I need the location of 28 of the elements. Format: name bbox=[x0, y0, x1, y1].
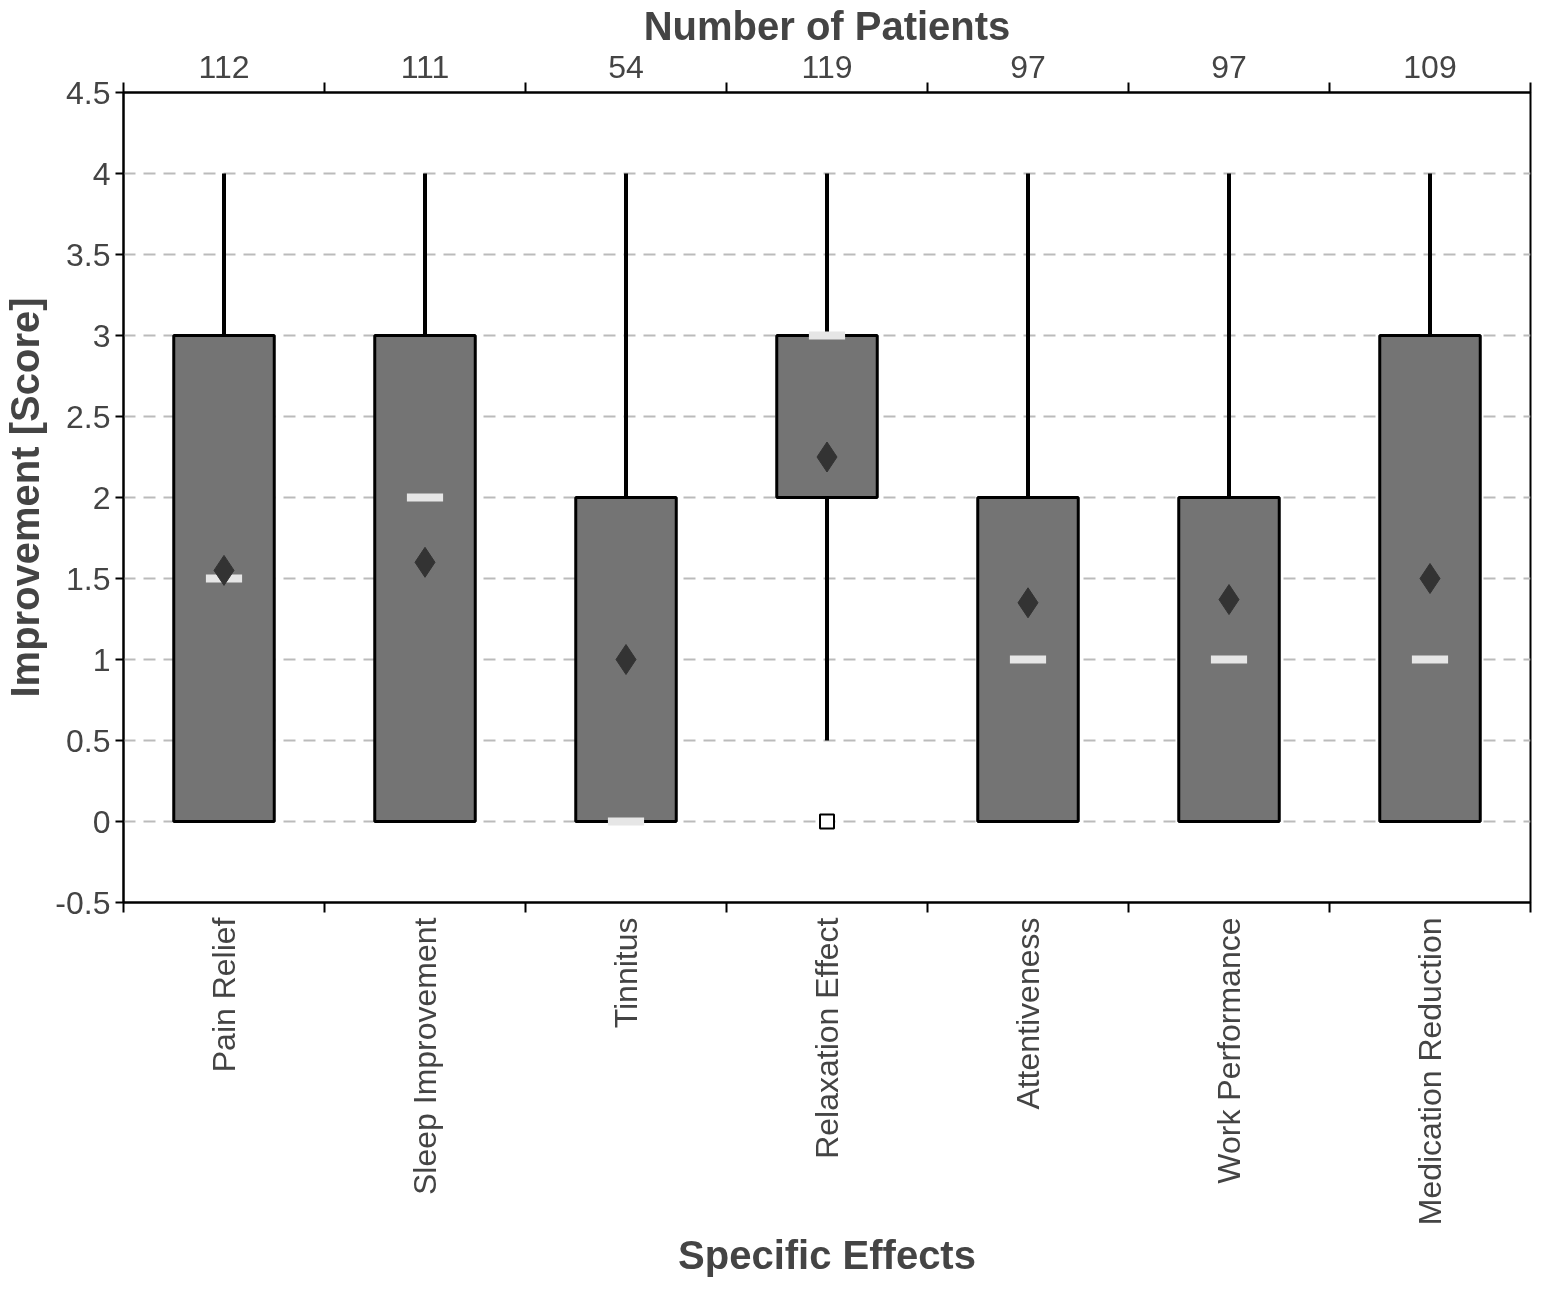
y-tick-label: 2.5 bbox=[66, 398, 111, 435]
x-tick-label: Medication Reduction bbox=[1412, 917, 1448, 1226]
y-tick-label: 1 bbox=[92, 641, 111, 678]
x-tick-label: Tinnitus bbox=[608, 917, 644, 1029]
y-tick-label: -0.5 bbox=[55, 884, 111, 921]
y-tick-label: 4.5 bbox=[66, 74, 111, 111]
x-tick-label: Work Performance bbox=[1211, 917, 1247, 1184]
text: 112 bbox=[198, 48, 250, 85]
y-tick-label: 4 bbox=[92, 155, 111, 192]
y-tick-label: 1.5 bbox=[66, 560, 111, 597]
text: 109 bbox=[1403, 48, 1457, 85]
y-tick-label: 3.5 bbox=[66, 236, 111, 273]
y-tick-label: 3 bbox=[92, 317, 111, 354]
text: 119 bbox=[801, 48, 853, 85]
x-axis-title: Specific Effects bbox=[678, 1233, 976, 1278]
text: 97 bbox=[1211, 48, 1247, 85]
x2-axis-title: Number of Patients bbox=[643, 3, 1011, 48]
y-axis-title: Improvement [Score] bbox=[3, 297, 48, 698]
x-tick-label: Relaxation Effect bbox=[809, 917, 845, 1159]
text: 54 bbox=[608, 48, 644, 85]
x-tick-label: Sleep Improvement bbox=[407, 917, 443, 1195]
y-tick-label: 0 bbox=[92, 803, 111, 840]
x-tick-label: Pain Relief bbox=[206, 917, 242, 1073]
y-tick-label: 2 bbox=[92, 479, 111, 516]
text: 111 bbox=[400, 48, 450, 85]
y-tick-label: 0.5 bbox=[66, 722, 111, 759]
text: 97 bbox=[1010, 48, 1046, 85]
x-tick-label: Attentiveness bbox=[1010, 917, 1046, 1110]
